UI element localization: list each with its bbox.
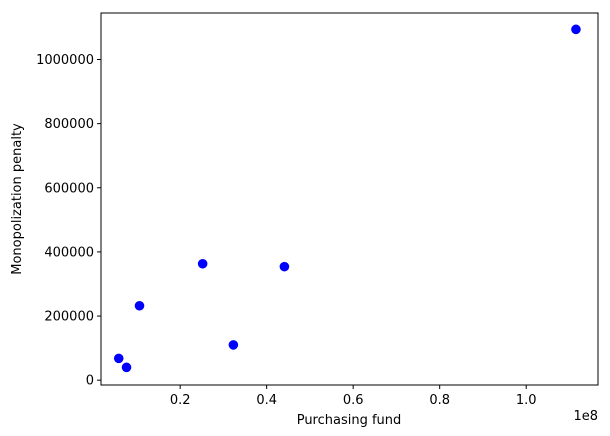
y-tick-label: 400000 [44, 245, 94, 260]
data-point [197, 258, 208, 269]
y-tick-label: 600000 [44, 181, 94, 196]
data-point [134, 300, 145, 311]
data-point [228, 340, 239, 350]
x-axis-ticks: 0.2 0.4 0.6 0.8 1.0 [170, 385, 537, 408]
data-point [121, 362, 132, 373]
y-tick-label: 800000 [44, 117, 94, 132]
data-point [279, 261, 290, 272]
data-point [113, 353, 124, 364]
y-axis-ticks: 0 200000 400000 600000 800000 1000000 [36, 53, 101, 389]
x-axis-offset-label: 1e8 [573, 409, 598, 424]
y-axis-label: Monopolization penalty [10, 123, 25, 275]
x-tick-label: 0.2 [170, 393, 191, 408]
x-tick-label: 0.6 [343, 393, 364, 408]
x-axis-label: Purchasing fund [297, 413, 402, 428]
data-point [571, 24, 581, 35]
y-tick-label: 1000000 [36, 53, 94, 68]
x-tick-label: 0.4 [256, 393, 277, 408]
x-tick-label: 1.0 [516, 393, 537, 408]
plot-area-frame [100, 12, 599, 386]
data-points [113, 24, 581, 373]
x-tick-label: 0.8 [429, 393, 450, 408]
y-tick-label: 200000 [44, 310, 94, 325]
y-tick-label: 0 [86, 374, 94, 389]
